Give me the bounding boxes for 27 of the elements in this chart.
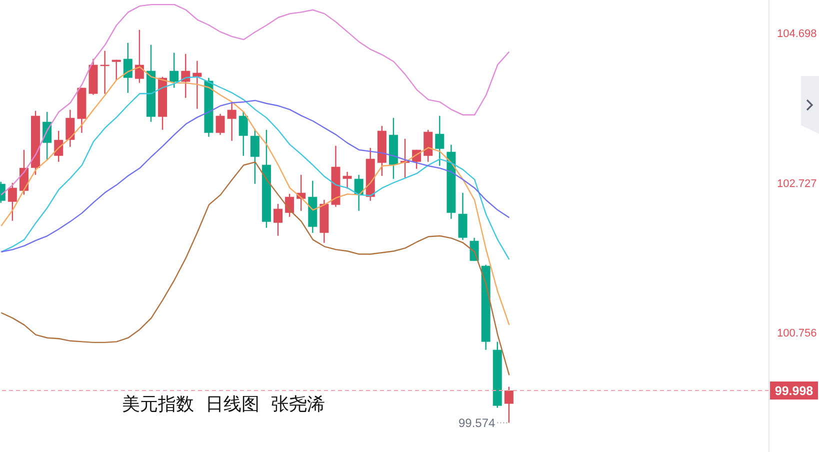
candlestick [470, 237, 479, 262]
candlestick [458, 192, 468, 240]
line-series [0, 100, 510, 252]
annotation: 美元指数 日线图 张尧浠 [122, 393, 325, 416]
candlestick [216, 113, 225, 136]
candlestick [170, 52, 179, 88]
candlestick [54, 130, 64, 162]
candlestick [112, 59, 121, 80]
candlestick [274, 203, 282, 236]
candlestick [238, 111, 248, 156]
y-tick-label: 100.756 [777, 328, 817, 340]
ref-line-label: 99.998 [774, 384, 814, 398]
candlestick [342, 171, 352, 190]
candlestick [504, 386, 514, 424]
candlestick [181, 53, 190, 98]
candlestick [227, 101, 236, 142]
candlestick [123, 42, 132, 94]
candlestick [435, 115, 444, 166]
y-tick-label: 102.727 [777, 178, 817, 190]
candlestick [192, 60, 202, 110]
candlestick [8, 182, 17, 222]
line-series [0, 161, 510, 376]
candlestick [134, 29, 144, 84]
candlestick [66, 109, 75, 148]
y-tick-label: 104.698 [777, 28, 817, 40]
candlestick [250, 128, 260, 184]
annotation: 99.574 [458, 416, 496, 430]
